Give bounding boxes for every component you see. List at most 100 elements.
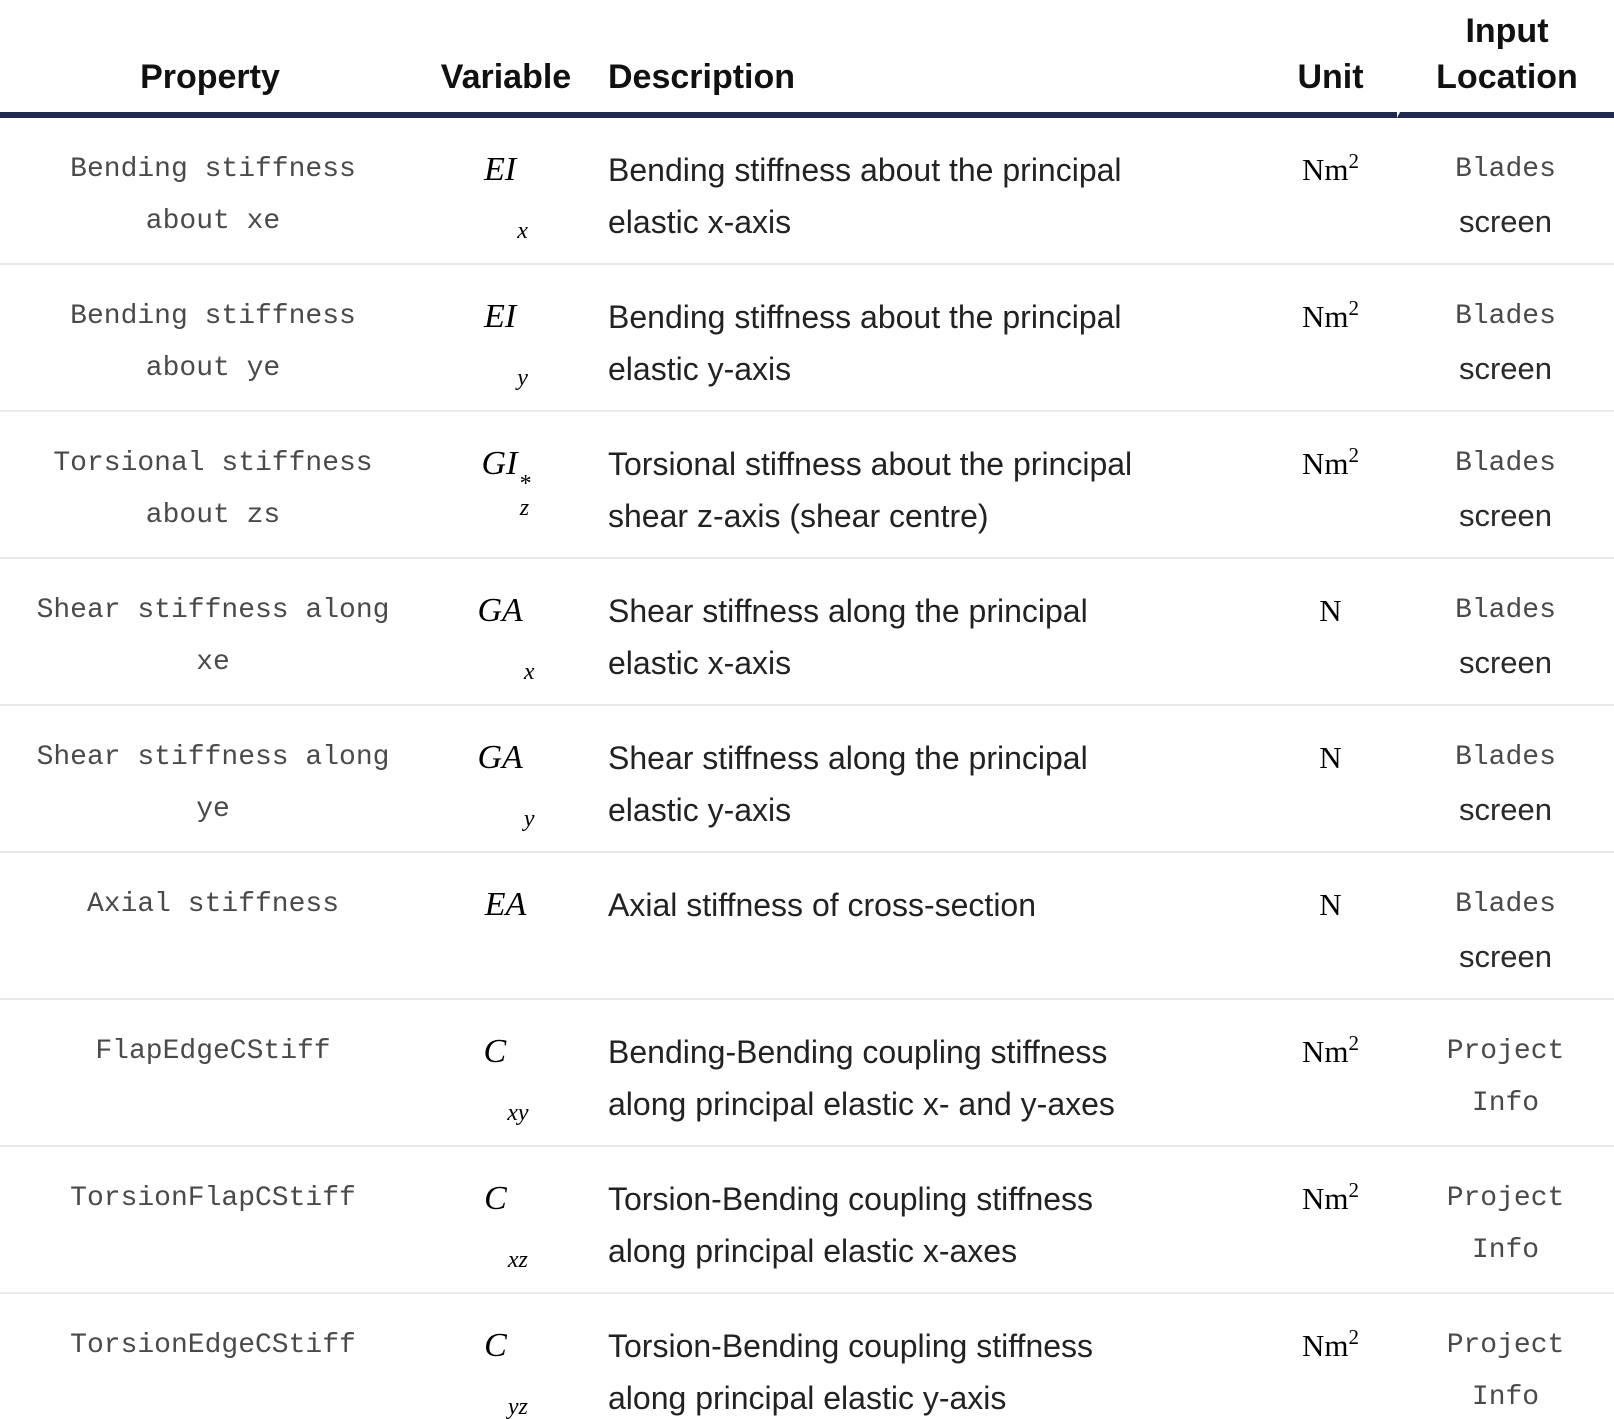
column-header-description: Description	[592, 0, 1240, 118]
property-line: TorsionEdgeCStiff	[70, 1330, 356, 1361]
description-line: elastic y-axis	[608, 351, 792, 387]
property-line: Axial stiffness	[86, 889, 340, 920]
input-location-cell: Blades screen	[1397, 706, 1614, 853]
column-header-unit: Unit	[1240, 0, 1397, 118]
column-header-variable: Variable	[420, 0, 592, 118]
description-line: Bending-Bending coupling stiffness	[608, 1034, 1108, 1070]
property-line: ye	[196, 794, 230, 825]
unit-cell: N	[1240, 559, 1397, 706]
description-cell: Bending-Bending coupling stiffness along…	[592, 1000, 1240, 1147]
variable-cell: GA y	[420, 706, 592, 853]
property-line: Bending stiffness	[70, 301, 356, 332]
property-cell: Axial stiffness	[0, 853, 420, 1000]
property-line: about xe	[145, 206, 281, 237]
table-row: Torsional stiffness about zs GI * z Torsio…	[0, 412, 1614, 559]
math-variable: GI * z	[481, 445, 531, 521]
description-line: shear z-axis (shear centre)	[608, 498, 989, 534]
input-location-code: Info	[1471, 1088, 1540, 1119]
table-row: Axial stiffness EA Axial stiffness of cr…	[0, 853, 1614, 1000]
unit-value: Nm2	[1302, 1178, 1359, 1216]
description-cell: Torsion-Bending coupling stiffness along…	[592, 1294, 1240, 1419]
input-location-text: screen	[1458, 645, 1553, 680]
property-cell: TorsionFlapCStiff	[0, 1147, 420, 1294]
property-line: about ye	[145, 353, 281, 384]
description-cell: Bending stiffness about the principal el…	[592, 118, 1240, 265]
property-line: xe	[196, 647, 230, 678]
math-variable: EA	[484, 886, 527, 923]
unit-value: Nm2	[1302, 1325, 1359, 1363]
unit-value: Nm2	[1302, 149, 1359, 187]
input-location-code: Project	[1446, 1036, 1565, 1067]
table-row: Shear stiffness along xe GA x Shear stiff…	[0, 559, 1614, 706]
input-location-code: Blades	[1455, 301, 1556, 332]
input-location-cell: Blades screen	[1397, 118, 1614, 265]
property-cell: FlapEdgeCStiff	[0, 1000, 420, 1147]
input-location-text: screen	[1458, 939, 1553, 974]
input-location-code: Project	[1446, 1183, 1565, 1214]
input-location-cell: Blades screen	[1397, 853, 1614, 1000]
property-line: FlapEdgeCStiff	[95, 1036, 331, 1067]
description-line: Torsion-Bending coupling stiffness	[608, 1181, 1094, 1217]
property-cell: Shear stiffness along ye	[0, 706, 420, 853]
description-line: Axial stiffness of cross-section	[608, 887, 1037, 923]
table-row: Bending stiffness about ye EI y Bending s…	[0, 265, 1614, 412]
math-variable: EI y	[484, 298, 528, 391]
unit-cell: Nm2	[1240, 1000, 1397, 1147]
property-cell: Torsional stiffness about zs	[0, 412, 420, 559]
input-location-cell: Blades screen	[1397, 559, 1614, 706]
property-line: Shear stiffness along	[36, 742, 390, 773]
table-row: Shear stiffness along ye GA y Shear stiff…	[0, 706, 1614, 853]
table-header: Property Variable Description Unit Input…	[0, 0, 1614, 118]
property-line: Shear stiffness along	[36, 595, 390, 626]
description-line: Torsion-Bending coupling stiffness	[608, 1328, 1094, 1364]
math-variable: GA y	[477, 739, 535, 832]
variable-cell: EI x	[420, 118, 592, 265]
unit-value: N	[1319, 593, 1342, 628]
input-location-cell: Project Info	[1397, 1294, 1614, 1419]
description-cell: Axial stiffness of cross-section	[592, 853, 1240, 1000]
unit-cell: Nm2	[1240, 412, 1397, 559]
description-cell: Shear stiffness along the principal elas…	[592, 559, 1240, 706]
description-line: Shear stiffness along the principal	[608, 740, 1088, 776]
unit-cell: Nm2	[1240, 265, 1397, 412]
math-variable: GA x	[477, 592, 535, 685]
description-line: Bending stiffness about the principal	[608, 152, 1122, 188]
math-variable: EI x	[484, 151, 528, 244]
input-location-code: Blades	[1455, 742, 1556, 773]
variable-cell: GI * z	[420, 412, 592, 559]
description-line: elastic y-axis	[608, 792, 792, 828]
unit-cell: Nm2	[1240, 1294, 1397, 1419]
description-cell: Shear stiffness along the principal elas…	[592, 706, 1240, 853]
variable-cell: EA	[420, 853, 592, 1000]
header-row: Property Variable Description Unit Input…	[0, 0, 1614, 118]
variable-cell: EI y	[420, 265, 592, 412]
input-location-cell: Blades screen	[1397, 265, 1614, 412]
property-line: TorsionFlapCStiff	[70, 1183, 356, 1214]
description-line: Bending stiffness about the principal	[608, 299, 1122, 335]
unit-cell: Nm2	[1240, 118, 1397, 265]
input-location-text: screen	[1458, 204, 1553, 239]
input-location-code: Project	[1446, 1330, 1565, 1361]
input-location-text: screen	[1458, 792, 1553, 827]
input-location-text: screen	[1458, 498, 1553, 533]
description-line: along principal elastic x- and y-axes	[608, 1086, 1115, 1122]
input-location-code: Blades	[1455, 889, 1556, 920]
unit-cell: Nm2	[1240, 1147, 1397, 1294]
input-location-code: Info	[1471, 1235, 1540, 1266]
property-cell: Bending stiffness about xe	[0, 118, 420, 265]
unit-cell: N	[1240, 706, 1397, 853]
property-line: Torsional stiffness	[53, 448, 373, 479]
unit-value: N	[1319, 740, 1342, 775]
column-header-property: Property	[0, 0, 420, 118]
table-body: Bending stiffness about xe EI x Bending s…	[0, 118, 1614, 1419]
property-cell: Shear stiffness along xe	[0, 559, 420, 706]
description-line: Shear stiffness along the principal	[608, 593, 1088, 629]
